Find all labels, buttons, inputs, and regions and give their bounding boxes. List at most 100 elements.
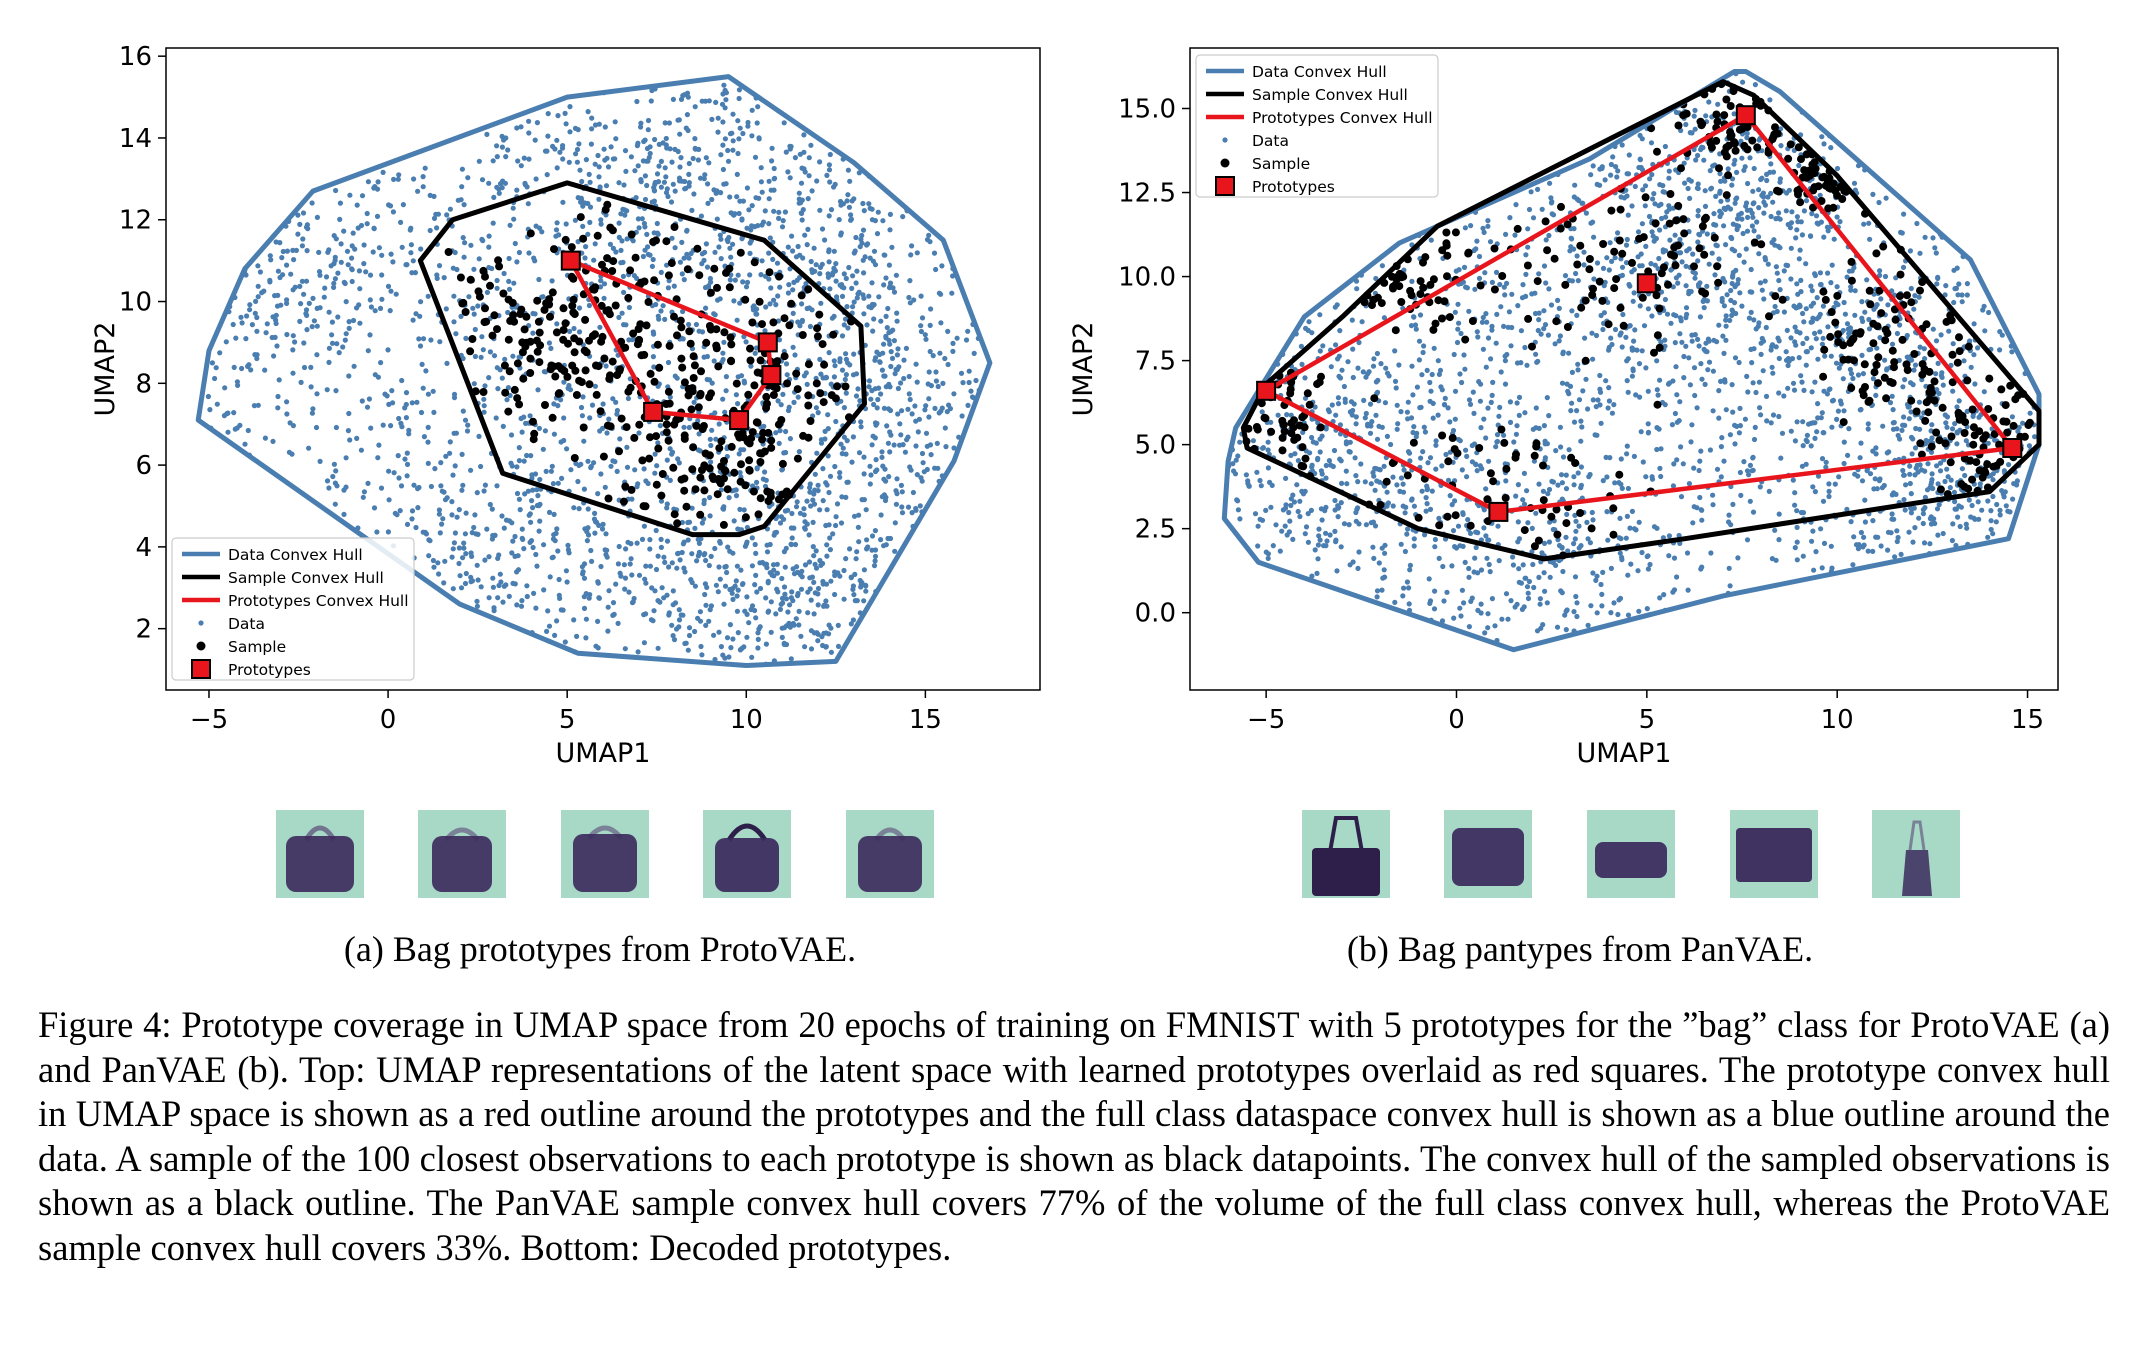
sample-point bbox=[657, 491, 666, 500]
data-point bbox=[1789, 356, 1796, 362]
data-point bbox=[575, 239, 581, 245]
data-point bbox=[1367, 430, 1374, 436]
data-point bbox=[1574, 312, 1580, 318]
data-point bbox=[604, 547, 610, 553]
data-point bbox=[1677, 399, 1683, 405]
data-point bbox=[1701, 305, 1707, 311]
data-point bbox=[1485, 611, 1491, 617]
data-point bbox=[2026, 443, 2032, 449]
data-point bbox=[645, 244, 651, 250]
data-point bbox=[436, 263, 443, 269]
data-point bbox=[1658, 473, 1664, 480]
data-point bbox=[1507, 215, 1513, 221]
sample-point bbox=[804, 433, 813, 442]
data-point bbox=[755, 645, 761, 651]
data-point bbox=[1683, 263, 1689, 269]
data-point bbox=[571, 325, 577, 332]
data-point bbox=[721, 339, 727, 345]
sample-point bbox=[727, 340, 736, 349]
data-point bbox=[1901, 472, 1907, 478]
data-point bbox=[892, 548, 898, 554]
data-point bbox=[379, 272, 385, 278]
data-point bbox=[771, 165, 777, 172]
data-point bbox=[923, 403, 929, 409]
data-point bbox=[1773, 344, 1779, 350]
data-point bbox=[399, 244, 405, 250]
data-point bbox=[832, 363, 838, 369]
data-point bbox=[399, 377, 405, 384]
data-point bbox=[1697, 494, 1703, 501]
data-point bbox=[1607, 240, 1613, 246]
data-point bbox=[921, 469, 927, 475]
data-point bbox=[1563, 486, 1570, 492]
data-point bbox=[464, 428, 471, 434]
data-point bbox=[605, 164, 612, 170]
data-point bbox=[565, 547, 572, 553]
data-point bbox=[1478, 381, 1484, 387]
data-point bbox=[1759, 287, 1765, 293]
data-point bbox=[389, 388, 395, 394]
data-point bbox=[524, 583, 530, 589]
data-point bbox=[1268, 504, 1274, 510]
data-point bbox=[720, 119, 726, 125]
data-point bbox=[706, 618, 712, 624]
data-point bbox=[451, 540, 457, 546]
data-point bbox=[788, 541, 794, 548]
data-point bbox=[832, 591, 838, 598]
x-tick-label: 0 bbox=[380, 705, 397, 735]
data-point bbox=[845, 192, 851, 198]
data-point bbox=[582, 526, 588, 532]
data-point bbox=[1992, 437, 1998, 443]
data-point bbox=[1850, 562, 1856, 568]
data-point bbox=[1609, 410, 1615, 416]
data-point bbox=[610, 245, 617, 251]
data-point bbox=[1379, 263, 1385, 269]
data-point bbox=[905, 434, 911, 440]
data-point bbox=[2027, 410, 2033, 416]
data-point bbox=[252, 310, 258, 316]
data-point bbox=[930, 353, 936, 359]
data-point bbox=[1768, 213, 1774, 220]
data-point bbox=[1542, 588, 1548, 594]
data-point bbox=[1411, 503, 1417, 509]
sample-point bbox=[627, 230, 636, 239]
data-point bbox=[1671, 312, 1677, 318]
data-point bbox=[1662, 337, 1668, 343]
data-point bbox=[351, 363, 357, 369]
data-point bbox=[470, 305, 476, 311]
data-point bbox=[696, 540, 703, 547]
data-point bbox=[743, 339, 749, 345]
data-point bbox=[668, 199, 675, 205]
data-point bbox=[1867, 471, 1874, 477]
data-point bbox=[500, 423, 506, 429]
data-point bbox=[856, 539, 862, 545]
data-point bbox=[1546, 539, 1552, 545]
data-point bbox=[755, 636, 761, 643]
data-point bbox=[1934, 463, 1940, 469]
sample-point bbox=[526, 337, 535, 346]
data-point bbox=[548, 468, 555, 474]
data-point bbox=[576, 141, 582, 147]
data-point bbox=[1419, 372, 1425, 378]
data-point bbox=[305, 226, 311, 232]
data-point bbox=[1894, 528, 1900, 534]
data-point bbox=[739, 646, 745, 652]
data-point bbox=[818, 562, 824, 569]
data-point bbox=[796, 622, 802, 628]
data-point bbox=[1630, 366, 1636, 372]
data-point bbox=[1312, 404, 1318, 410]
data-point bbox=[554, 137, 560, 143]
data-point bbox=[463, 570, 469, 577]
data-point bbox=[1417, 312, 1424, 318]
data-point bbox=[409, 400, 415, 406]
data-point bbox=[632, 168, 638, 174]
data-point bbox=[1583, 210, 1589, 216]
data-point bbox=[264, 321, 270, 327]
data-point bbox=[801, 132, 807, 138]
data-point bbox=[359, 193, 366, 199]
data-point bbox=[1483, 533, 1489, 539]
data-point bbox=[779, 575, 785, 582]
data-point bbox=[420, 174, 426, 180]
data-point bbox=[826, 213, 832, 219]
data-point bbox=[1866, 326, 1873, 332]
